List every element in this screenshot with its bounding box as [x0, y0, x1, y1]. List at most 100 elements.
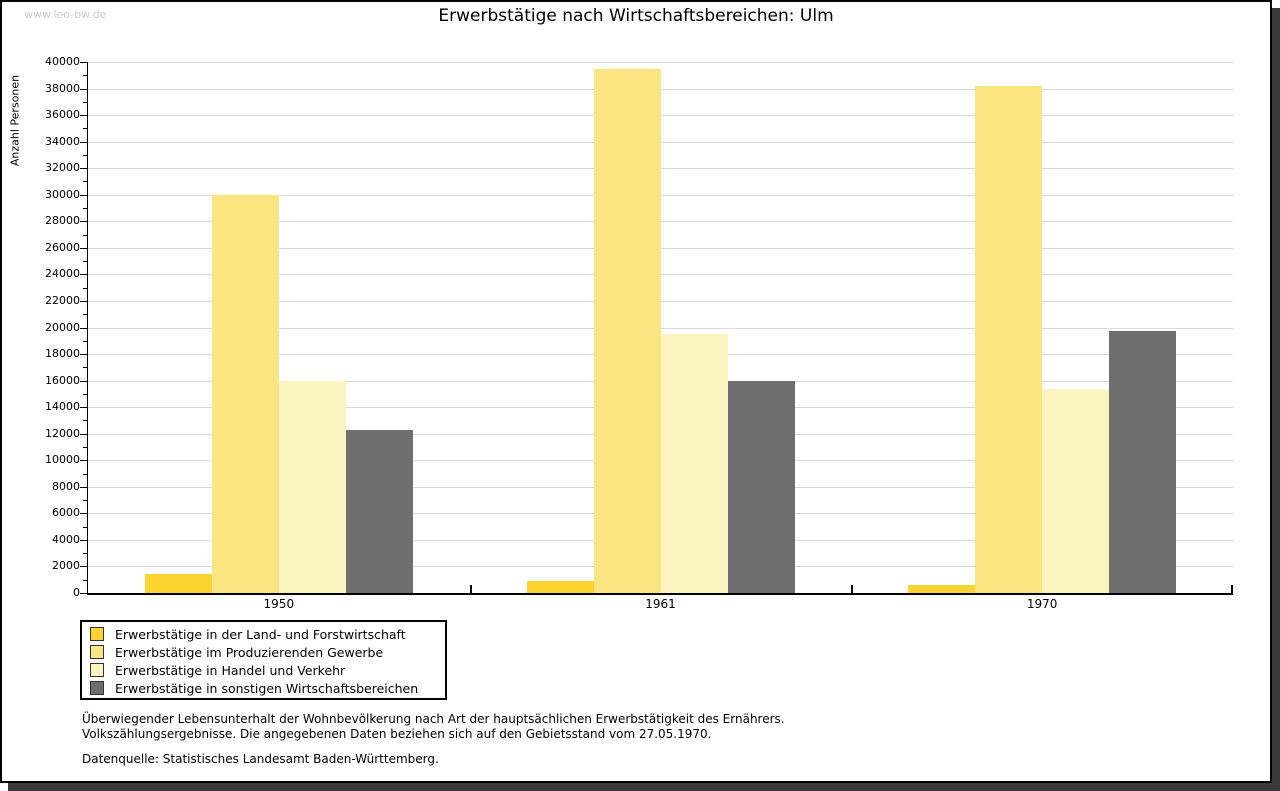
legend-swatch-handel-verkehr: [90, 663, 104, 677]
y-tick-label: 10000: [45, 453, 80, 467]
y-axis-minor-tick: [83, 393, 87, 395]
bar-1950-series-2: [278, 380, 346, 593]
y-axis-major-tick: [80, 247, 87, 249]
y-tick-label: 34000: [45, 134, 80, 148]
legend-swatch-sonstige: [90, 681, 104, 695]
y-axis-major-tick: [80, 380, 87, 382]
bar-1961-series-0: [526, 581, 594, 593]
y-tick-label: 36000: [45, 108, 80, 122]
y-axis-title: Anzahl Personen: [8, 74, 22, 167]
y-tick-label: 16000: [45, 373, 80, 387]
y-axis-minor-tick: [83, 128, 87, 130]
gridline: [88, 62, 1233, 63]
legend-label: Erwerbstätige in sonstigen Wirtschaftsbe…: [115, 680, 419, 696]
y-axis-minor-tick: [83, 234, 87, 236]
y-tick-label: 26000: [45, 240, 80, 254]
y-axis-major-tick: [80, 300, 87, 302]
x-category-label: 1970: [1026, 597, 1058, 611]
bar-1961-series-2: [660, 334, 728, 593]
y-tick-label: 38000: [45, 81, 80, 95]
y-tick-label: 8000: [52, 479, 80, 493]
y-axis-minor-tick: [83, 314, 87, 316]
x-category-label: 1961: [645, 597, 676, 611]
legend-swatch-land-forstwirtschaft: [90, 627, 104, 641]
y-axis-minor-tick: [83, 154, 87, 156]
gridline: [88, 115, 1233, 117]
bar-1950-series-1: [211, 194, 279, 593]
plot-area: 0 2000 4000 6000 8000 10000 12000 14000 16000 180…: [45, 55, 1233, 611]
y-axis-major-tick: [80, 513, 87, 515]
y-tick-label: 4000: [52, 532, 80, 546]
footnote-line: Überwiegender Lebensunterhalt der Wohnbe…: [82, 712, 785, 726]
gridline: [88, 327, 1233, 329]
x-category-label: 1950: [263, 597, 295, 611]
bar-1970-series-3: [1109, 331, 1177, 593]
gridline: [88, 141, 1233, 143]
legend-item: Erwerbstätige in der Land- und Forstwirt…: [90, 625, 445, 643]
y-axis-minor-tick: [83, 526, 87, 528]
y-axis-major-tick: [80, 407, 87, 409]
x-axis-tick: [851, 585, 854, 593]
bar-1970-series-2: [1042, 388, 1110, 593]
y-axis-minor-tick: [83, 473, 87, 475]
y-axis-major-tick: [80, 115, 87, 117]
bar-1950-series-3: [345, 429, 413, 593]
y-tick-label: 2000: [52, 559, 80, 573]
gridline: [88, 221, 1233, 223]
gridline: [88, 168, 1233, 170]
y-axis-major-tick: [80, 460, 87, 462]
y-tick-label: 0: [73, 586, 80, 599]
watermark: www.leo-bw.de: [24, 8, 107, 21]
y-axis-major-tick: [80, 566, 87, 568]
legend-label: Erwerbstätige in der Land- und Forstwirt…: [115, 626, 406, 642]
y-axis-major-tick: [80, 274, 87, 276]
y-axis-major-tick: [80, 327, 87, 329]
gridline: [88, 88, 1233, 90]
y-axis-minor-tick: [83, 208, 87, 210]
y-axis-minor-tick: [83, 101, 87, 103]
y-tick-label: 28000: [45, 214, 80, 228]
y-tick-label: 20000: [45, 320, 80, 334]
y-axis-major-tick: [80, 593, 87, 594]
bar-1970-series-0: [908, 585, 976, 593]
bar-1970-series-1: [975, 85, 1043, 593]
y-axis-major-tick: [80, 221, 87, 223]
y-axis-minor-tick: [83, 500, 87, 502]
legend: Erwerbstätige in der Land- und Forstwirt…: [80, 620, 447, 700]
y-tick-label: 40000: [45, 55, 80, 68]
y-tick-label: 18000: [45, 347, 80, 361]
y-tick-label: 12000: [45, 426, 80, 440]
y-axis-major-tick: [80, 539, 87, 541]
y-axis-minor-tick: [83, 181, 87, 183]
legend-item: Erwerbstätige in sonstigen Wirtschaftsbe…: [90, 679, 445, 697]
y-axis-major-tick: [80, 354, 87, 356]
y-axis-major-tick: [80, 168, 87, 170]
bar-1961-series-1: [593, 68, 661, 593]
footnote: Überwiegender Lebensunterhalt der Wohnbe…: [82, 712, 785, 742]
bar-1961-series-3: [727, 380, 795, 593]
legend-item: Erwerbstätige in Handel und Verkehr: [90, 661, 445, 679]
y-tick-label: 24000: [45, 267, 80, 281]
legend-swatch-produzierendes-gewerbe: [90, 645, 104, 659]
y-axis-minor-tick: [83, 446, 87, 448]
y-axis-major-tick: [80, 62, 87, 63]
y-axis-minor-tick: [83, 75, 87, 77]
legend-label: Erwerbstätige im Produzierenden Gewerbe: [115, 644, 384, 660]
y-axis-minor-tick: [83, 420, 87, 422]
gridline: [88, 194, 1233, 196]
y-axis-minor-tick: [83, 287, 87, 289]
y-axis-major-tick: [80, 194, 87, 196]
legend-label: Erwerbstätige in Handel und Verkehr: [115, 662, 346, 678]
y-tick-label: 22000: [45, 293, 80, 307]
y-axis-major-tick: [80, 88, 87, 90]
footnote-line: Volkszählungsergebnisse. Die angegebenen…: [82, 727, 712, 741]
y-tick-label: 32000: [45, 161, 80, 175]
gridline: [88, 247, 1233, 249]
y-tick-label: 30000: [45, 187, 80, 201]
gridline: [88, 274, 1233, 276]
y-axis-major-tick: [80, 486, 87, 488]
data-source: Datenquelle: Statistisches Landesamt Bad…: [82, 752, 439, 766]
x-axis-tick: [469, 585, 472, 593]
legend-item: Erwerbstätige im Produzierenden Gewerbe: [90, 643, 445, 661]
